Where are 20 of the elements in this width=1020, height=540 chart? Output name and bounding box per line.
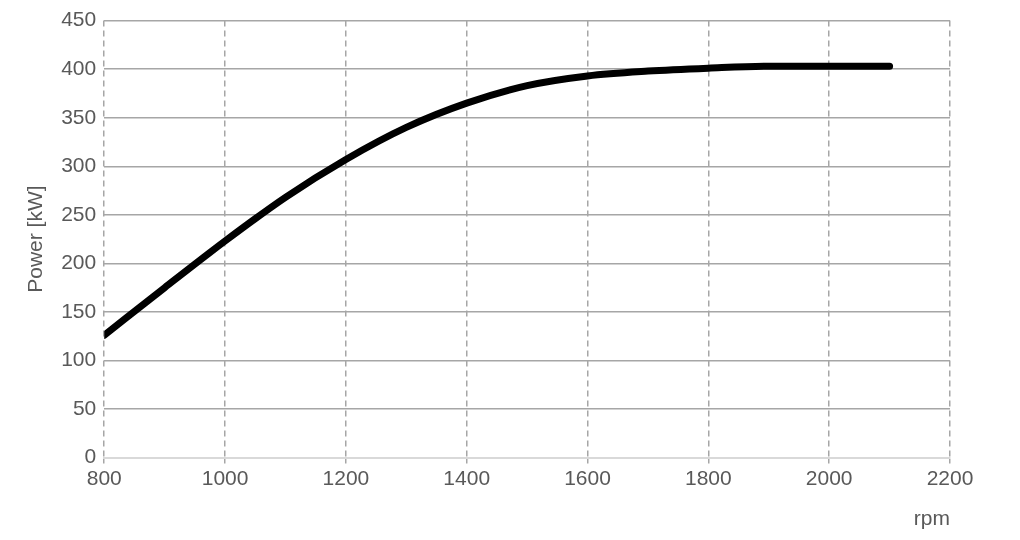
y-tick-label: 400 (61, 55, 97, 79)
x-axis-title: rpm (913, 506, 950, 530)
y-tick-label: 50 (72, 395, 97, 419)
x-tick-label: 1200 (322, 466, 370, 489)
x-tick-label: 1800 (684, 466, 732, 489)
y-tick-label: 150 (61, 298, 97, 322)
y-tick-label: 350 (61, 104, 97, 128)
x-tick-label: 1000 (201, 466, 249, 489)
y-axis-title: Power [kW] (23, 185, 47, 293)
x-tick-label: 2000 (805, 466, 853, 489)
y-tick-label: 0 (84, 444, 97, 468)
y-tick-label: 450 (61, 7, 97, 31)
x-tick-label: 800 (86, 466, 122, 489)
x-tick-label: 2200 (926, 466, 974, 489)
y-tick-label: 250 (61, 201, 97, 225)
x-tick-label: 1400 (443, 466, 491, 489)
y-tick-label: 300 (61, 153, 97, 177)
x-tick-label: 1600 (564, 466, 611, 489)
y-tick-label: 100 (61, 347, 97, 371)
y-tick-label: 200 (61, 250, 97, 274)
